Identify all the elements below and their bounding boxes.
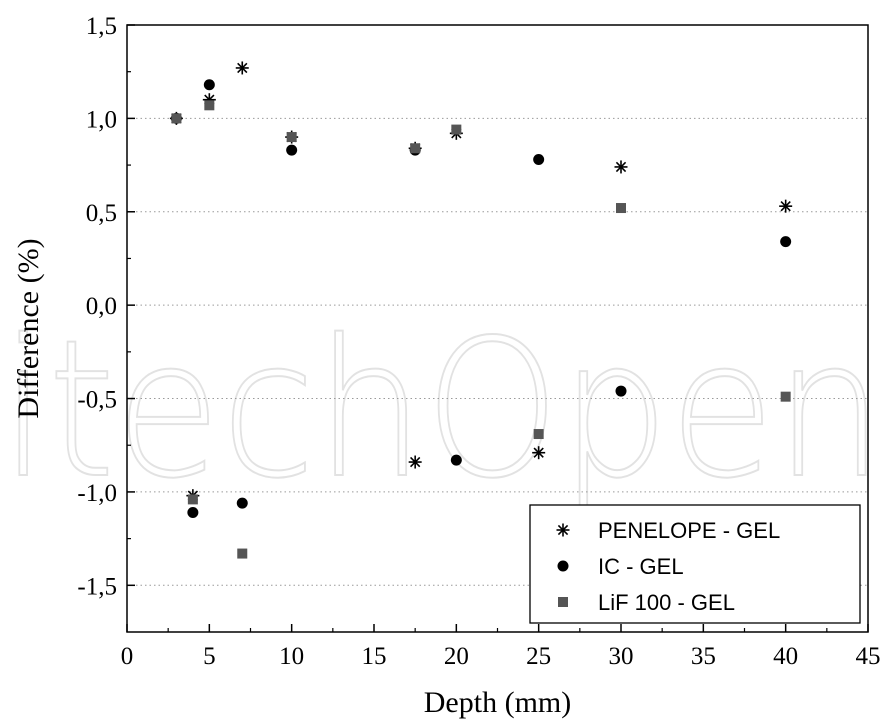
data-point bbox=[187, 506, 199, 518]
legend-label: LiF 100 - GEL bbox=[598, 590, 735, 615]
data-point bbox=[616, 203, 626, 214]
data-point bbox=[533, 153, 545, 165]
watermark-text: itechOpen bbox=[0, 299, 884, 520]
data-point bbox=[614, 160, 628, 174]
data-point bbox=[780, 391, 791, 402]
data-point bbox=[532, 446, 546, 460]
data-point bbox=[171, 113, 182, 124]
legend-marker-square bbox=[558, 597, 568, 607]
legend-marker-circle bbox=[557, 560, 569, 572]
data-point bbox=[187, 494, 198, 505]
watermark-logo: itechOpen bbox=[0, 298, 884, 521]
y-tick-label: 0,5 bbox=[86, 200, 117, 227]
legend: PENELOPE - GEL IC - GEL LiF 100 - GEL bbox=[529, 504, 861, 624]
x-tick-label: 20 bbox=[444, 643, 469, 670]
asterisk-stroke bbox=[410, 456, 421, 468]
x-tick-label: 15 bbox=[362, 643, 387, 670]
legend-box bbox=[529, 504, 861, 624]
y-tick-label: -1,0 bbox=[77, 480, 117, 507]
data-point bbox=[408, 455, 422, 469]
data-point bbox=[286, 132, 297, 143]
x-tick-label: 35 bbox=[691, 643, 716, 670]
data-point bbox=[410, 143, 421, 154]
data-point bbox=[235, 61, 249, 75]
axes bbox=[126, 24, 869, 633]
data-point bbox=[237, 548, 248, 559]
data-point bbox=[286, 144, 298, 156]
x-axis-title: Depth (mm) bbox=[424, 686, 571, 719]
x-tick-label: 40 bbox=[773, 643, 798, 670]
data-point bbox=[204, 100, 215, 111]
x-tick-label: 30 bbox=[609, 643, 634, 670]
y-tick-label: 1,5 bbox=[86, 13, 117, 40]
x-tick-label: 5 bbox=[203, 643, 216, 670]
asterisk-stroke bbox=[533, 447, 544, 458]
data-point bbox=[450, 454, 462, 466]
data-point bbox=[779, 199, 793, 213]
data-point bbox=[533, 429, 544, 440]
data-point bbox=[451, 124, 462, 135]
tick-labels: 0 5 10 15 20 25 30 35 40 45 1,5 1,0 0,5 0,0 -0,5 -1,0 -1… bbox=[77, 13, 880, 670]
y-tick-label: 0,0 bbox=[86, 293, 117, 320]
x-tick-label: 25 bbox=[526, 643, 551, 670]
x-tick-label: 45 bbox=[856, 643, 881, 670]
asterisk-stroke bbox=[780, 201, 791, 212]
y-axis-title: Difference (%) bbox=[12, 238, 45, 418]
data-points bbox=[169, 61, 793, 559]
legend-label: PENELOPE - GEL bbox=[598, 518, 780, 543]
legend-marker-asterisk bbox=[556, 523, 570, 537]
asterisk-stroke bbox=[557, 524, 569, 536]
x-tick-label: 10 bbox=[279, 643, 304, 670]
data-point bbox=[203, 79, 215, 91]
data-point bbox=[236, 497, 248, 509]
y-tick-label: -1,5 bbox=[77, 573, 117, 600]
legend-label: IC - GEL bbox=[598, 554, 684, 579]
data-point bbox=[615, 385, 627, 397]
data-point bbox=[780, 236, 792, 248]
asterisk-stroke bbox=[237, 62, 248, 74]
y-tick-label: -0,5 bbox=[77, 387, 117, 414]
x-tick-label: 0 bbox=[121, 643, 134, 670]
asterisk-stroke bbox=[615, 161, 627, 173]
y-tick-label: 1,0 bbox=[86, 106, 117, 133]
